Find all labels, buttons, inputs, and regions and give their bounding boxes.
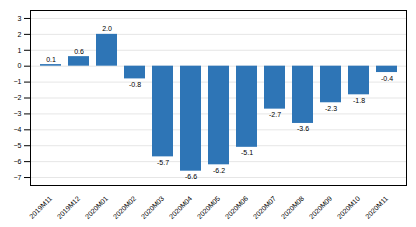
- svg-text:2020M06: 2020M06: [224, 195, 250, 221]
- svg-text:2020M05: 2020M05: [196, 195, 222, 221]
- svg-text:-6.6: -6.6: [185, 173, 197, 180]
- svg-text:2020M08: 2020M08: [280, 195, 306, 221]
- svg-text:2020M03: 2020M03: [140, 195, 166, 221]
- svg-text:2019M12: 2019M12: [56, 195, 82, 221]
- svg-text:-0.8: -0.8: [129, 81, 141, 88]
- svg-text:0.6: 0.6: [74, 48, 84, 55]
- svg-text:-5.7: -5.7: [157, 159, 169, 166]
- svg-text:−7: −7: [14, 174, 22, 181]
- svg-text:2020M11: 2020M11: [364, 195, 389, 220]
- svg-text:2020M07: 2020M07: [252, 195, 278, 221]
- svg-text:−1: −1: [14, 78, 22, 85]
- svg-text:-0.4: -0.4: [381, 75, 393, 82]
- svg-text:-6.2: -6.2: [213, 167, 225, 174]
- svg-text:−5: −5: [14, 142, 22, 149]
- svg-text:−3: −3: [14, 110, 22, 117]
- svg-text:-5.1: -5.1: [241, 149, 253, 156]
- svg-text:−2: −2: [14, 94, 22, 101]
- svg-text:2020M01: 2020M01: [84, 195, 110, 221]
- svg-text:−6: −6: [14, 158, 22, 165]
- svg-text:−4: −4: [14, 126, 22, 133]
- svg-text:3: 3: [18, 15, 22, 22]
- svg-text:0: 0: [18, 62, 22, 69]
- svg-text:2019M11: 2019M11: [28, 195, 53, 220]
- svg-text:2020M02: 2020M02: [112, 195, 138, 221]
- svg-text:-2.3: -2.3: [325, 105, 337, 112]
- svg-text:2.0: 2.0: [102, 25, 112, 32]
- svg-text:1: 1: [18, 47, 22, 54]
- svg-text:2020M10: 2020M10: [336, 195, 362, 221]
- svg-text:0.1: 0.1: [46, 56, 56, 63]
- svg-text:2020M04: 2020M04: [168, 195, 194, 221]
- svg-text:-1.8: -1.8: [353, 97, 365, 104]
- svg-text:2: 2: [18, 31, 22, 38]
- svg-text:-2.7: -2.7: [269, 111, 281, 118]
- svg-text:-3.6: -3.6: [297, 125, 309, 132]
- svg-text:2020M09: 2020M09: [308, 195, 334, 221]
